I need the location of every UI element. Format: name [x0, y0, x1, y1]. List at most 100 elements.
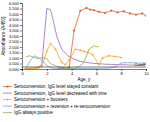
marker [60, 61, 63, 64]
marker [83, 50, 86, 53]
tick-mark [20, 47, 22, 48]
tick: 0.000 [9, 67, 22, 72]
marker [64, 63, 67, 66]
marker [135, 14, 137, 16]
marker [120, 56, 123, 59]
tick-mark [20, 20, 22, 21]
tick: 1.500 [9, 50, 22, 55]
marker [68, 59, 71, 62]
legend-item: IgG always positive [3, 110, 53, 115]
tick: 2.000 [9, 45, 22, 50]
legend-item: Seroconversion, IgG level stayed constan… [3, 84, 99, 89]
marker-shape [29, 67, 32, 69]
marker [74, 48, 77, 51]
tick: 6 [96, 69, 99, 76]
legend-swatch [3, 106, 12, 107]
tick-label: 5.500 [9, 6, 20, 11]
marker [89, 9, 91, 11]
tick: 3.000 [9, 34, 22, 39]
legend-label: Seroconversion + boosters [14, 97, 68, 102]
marker [54, 48, 57, 51]
tick-label: 4 [71, 71, 74, 76]
marks [24, 7, 146, 69]
tick-label: 0 [21, 71, 24, 76]
cutoff-line [22, 67, 146, 68]
series [24, 42, 122, 69]
series-line [59, 8, 146, 68]
legend-swatch [3, 99, 12, 100]
series-line [26, 9, 146, 69]
tick-mark [20, 3, 22, 4]
tick: 8 [121, 69, 124, 76]
tick-label: 0.500 [9, 61, 20, 66]
marker-shape [129, 13, 131, 15]
tick: 3.500 [9, 28, 22, 33]
tick: 4.500 [9, 17, 22, 22]
axis-line [20, 4, 23, 70]
marker [49, 42, 52, 45]
tick-label: 2.500 [9, 39, 20, 44]
marker-shape [104, 12, 106, 14]
marker-shape [60, 61, 63, 64]
marker [107, 54, 110, 57]
marker-shape [101, 57, 104, 60]
legend-marker [6, 98, 9, 101]
tick-label: 8 [121, 71, 124, 76]
marker [123, 10, 125, 12]
marker-shape [54, 48, 57, 51]
legend-label: IgG always positive [14, 110, 53, 115]
tick-label: 2 [46, 71, 49, 76]
tick-label: 6.000 [9, 1, 20, 6]
series-line [26, 44, 121, 69]
marker [104, 12, 106, 14]
tick-mark [20, 36, 22, 37]
tick: 6.000 [9, 1, 22, 6]
marker-shape [98, 11, 100, 13]
legend-label: Seroconversion, IgG level stayed constan… [14, 84, 99, 89]
marker-shape [117, 11, 119, 13]
y-axis: 0.0000.5001.0001.5002.0002.5003.0003.500… [9, 1, 23, 72]
marker-shape [114, 55, 117, 58]
tick-label: 3.000 [9, 34, 20, 39]
tick: 2.500 [9, 39, 22, 44]
plot: 0 2 4 6 8 10 0.0000.5001.0001.5002.0002.5003.0… [9, 1, 150, 76]
marker-shape [120, 56, 123, 59]
axis-line [23, 70, 147, 72]
tick-label: 10 [144, 71, 149, 76]
marker [45, 50, 48, 53]
marker-shape [107, 54, 110, 57]
series [58, 7, 146, 69]
annotations: Cutoff [22, 62, 146, 67]
legend-item: Seroconversion, IgG level decreased with… [3, 91, 107, 96]
series [26, 46, 99, 69]
marker [117, 11, 119, 13]
tick-mark [20, 53, 22, 54]
tick: 4.000 [9, 23, 22, 28]
tick-label: 6 [96, 71, 99, 76]
marker-shape [86, 7, 88, 9]
tick-mark [20, 58, 22, 59]
legend-item: Seroconversion + reversion + re-seroconv… [3, 104, 111, 109]
marker [145, 15, 146, 17]
marker [129, 13, 131, 15]
tick-label: 1.000 [9, 56, 20, 61]
marker-shape [64, 63, 67, 66]
tick: 1.000 [9, 56, 22, 61]
tick: 2 [46, 69, 49, 76]
legend: Seroconversion, IgG level stayed constan… [3, 84, 111, 115]
tick: 0.500 [9, 61, 22, 66]
tick-mark [20, 25, 22, 26]
marker [141, 13, 143, 15]
tick-mark [20, 69, 22, 70]
tick: 5.500 [9, 6, 22, 11]
tick-label: 5.000 [9, 12, 20, 17]
tick-mark [20, 42, 22, 43]
tick: 4 [71, 69, 74, 76]
tick-label: 1.500 [9, 50, 20, 55]
marker [33, 67, 36, 69]
marker [110, 10, 112, 12]
marker [93, 9, 95, 11]
legend-swatch [3, 93, 12, 94]
legend-swatch [3, 86, 12, 87]
x-axis: 0 2 4 6 8 10 [21, 69, 149, 76]
